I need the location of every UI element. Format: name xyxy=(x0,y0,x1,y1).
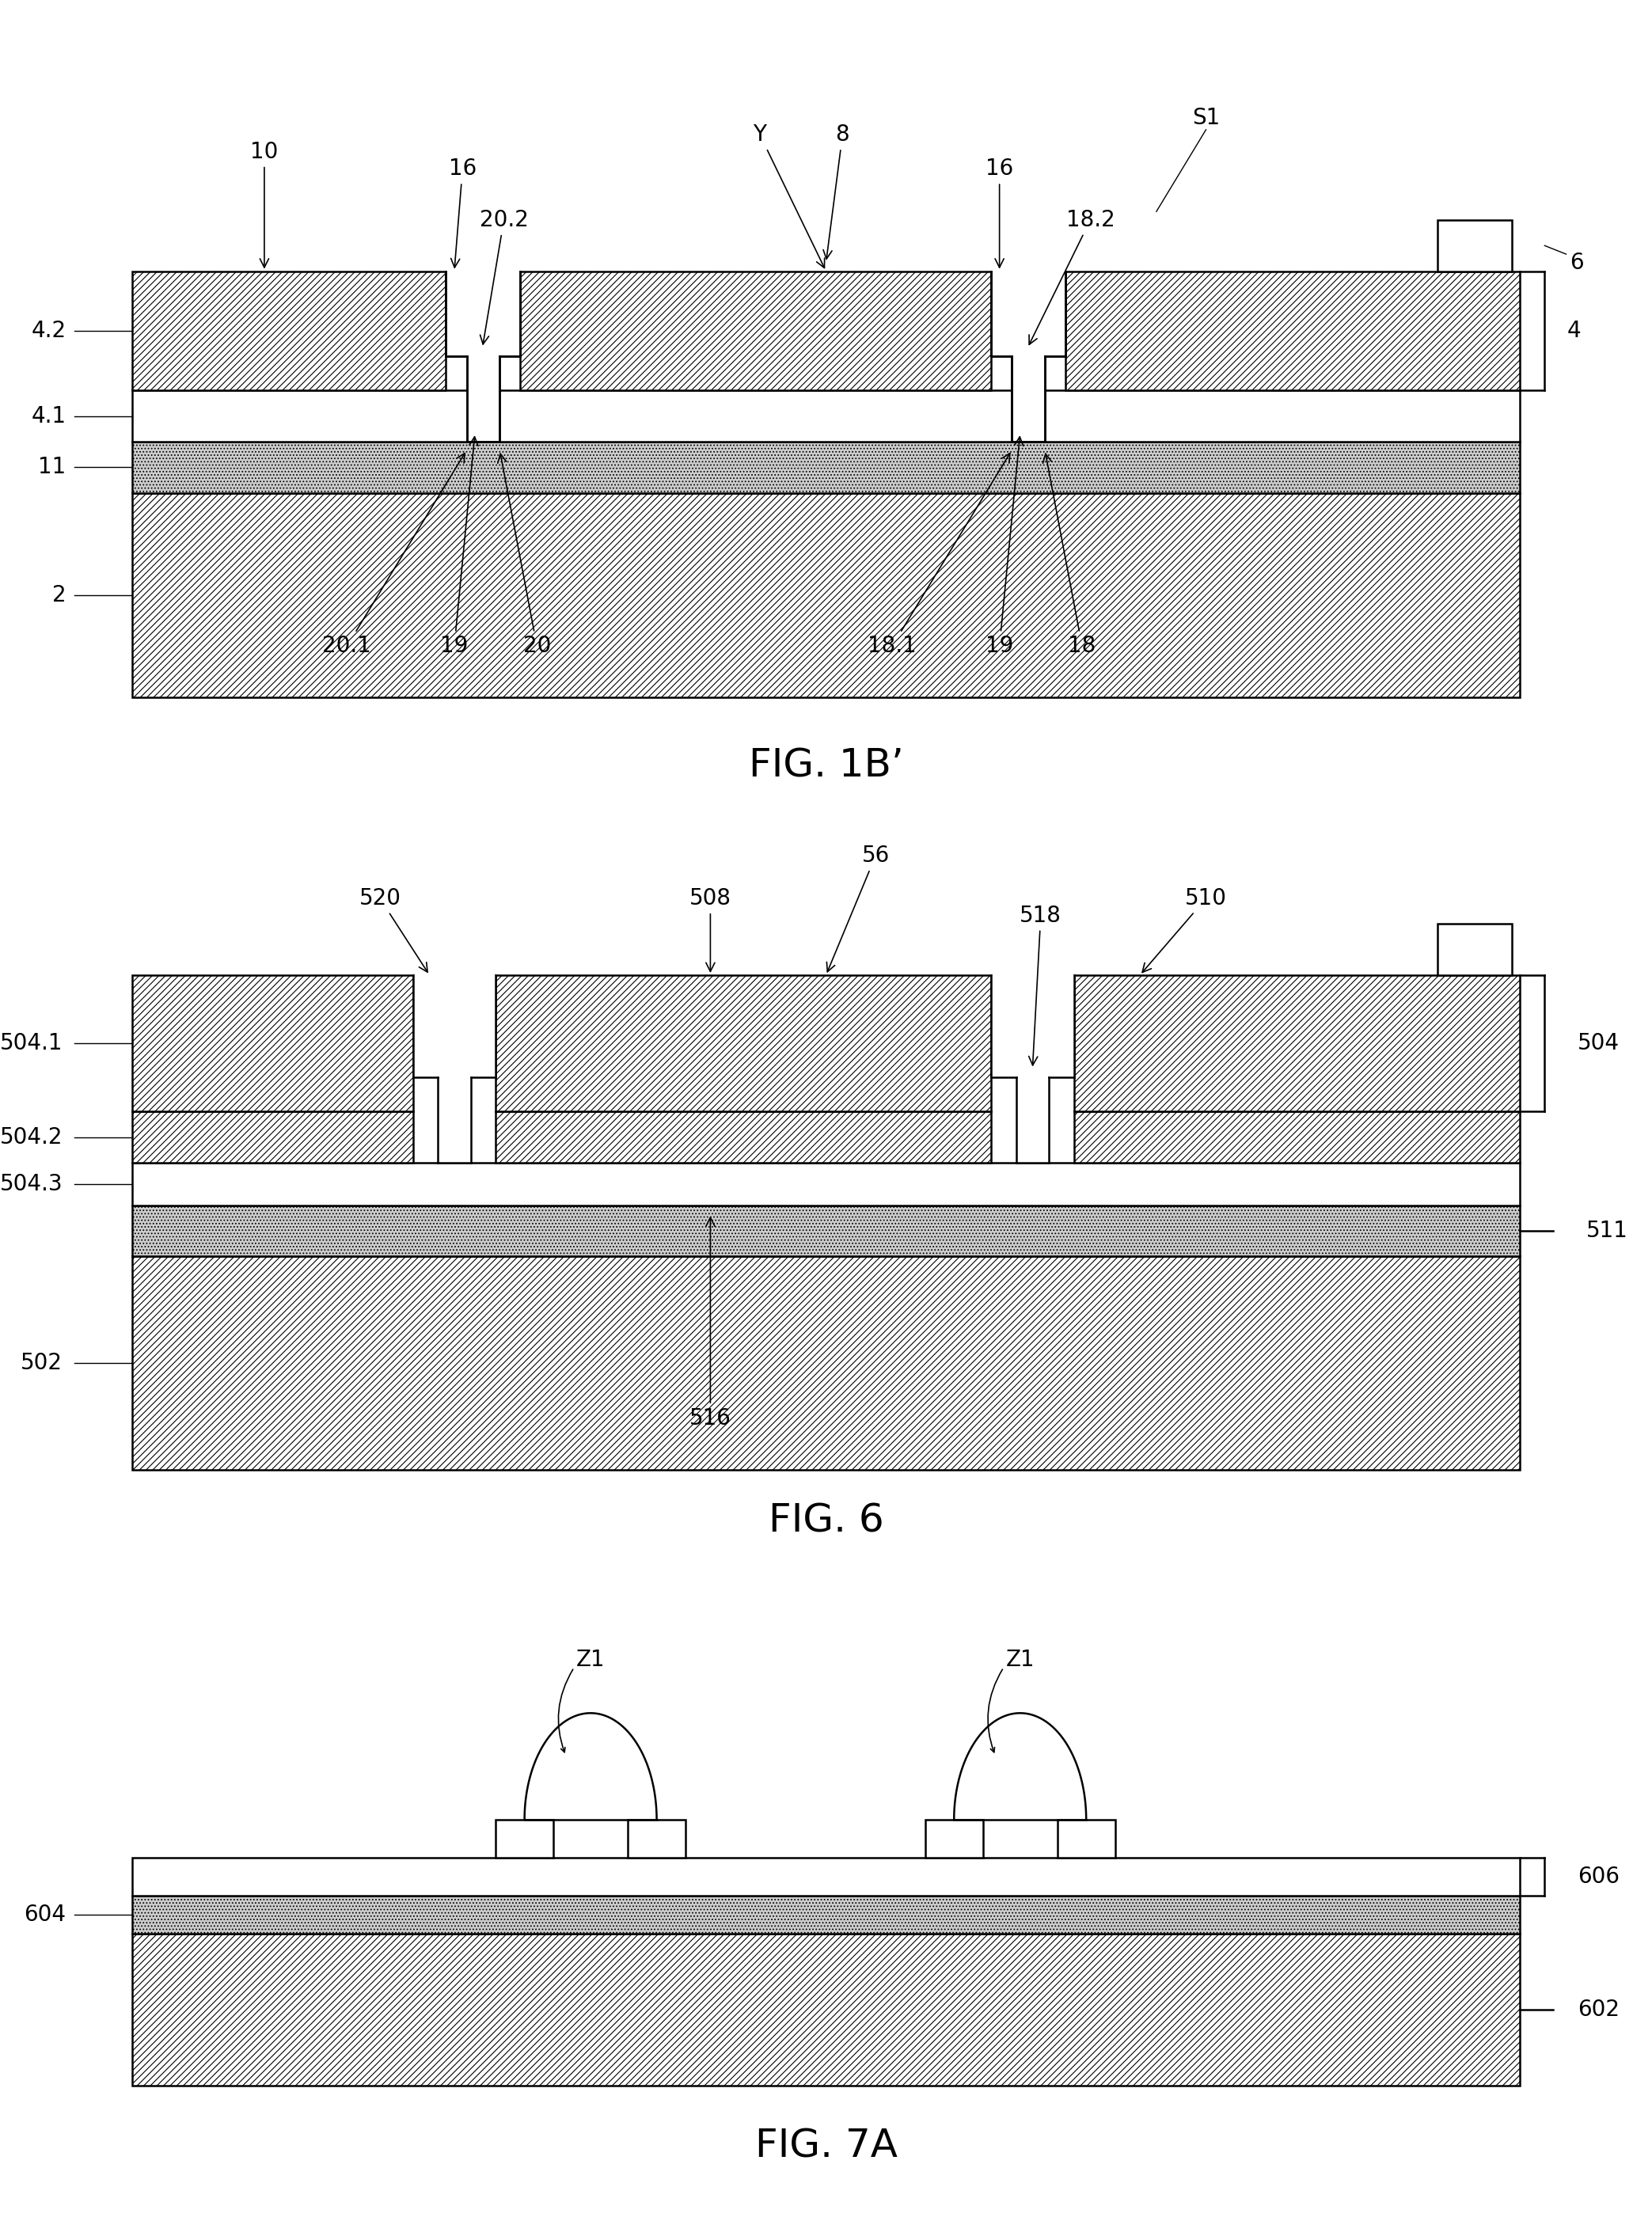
Text: 20.2: 20.2 xyxy=(479,209,529,344)
Text: 520: 520 xyxy=(358,888,428,973)
Bar xyxy=(1437,220,1512,271)
Text: 8: 8 xyxy=(823,124,849,260)
Bar xyxy=(132,271,446,391)
Bar xyxy=(496,1819,553,1857)
Text: 4.1: 4.1 xyxy=(31,404,66,426)
Bar xyxy=(1066,271,1520,391)
Text: S1: S1 xyxy=(1193,107,1219,129)
Bar xyxy=(628,1819,686,1857)
Bar xyxy=(132,1857,1520,1895)
Text: 602: 602 xyxy=(1578,1999,1619,2021)
Text: 504: 504 xyxy=(1578,1033,1619,1055)
Bar xyxy=(925,1819,983,1857)
Text: FIG. 1B’: FIG. 1B’ xyxy=(748,746,904,784)
Text: 4: 4 xyxy=(1568,320,1581,342)
Text: 19: 19 xyxy=(441,438,477,657)
Text: 504.2: 504.2 xyxy=(0,1126,63,1148)
Text: 16: 16 xyxy=(986,158,1013,267)
Bar xyxy=(132,1162,1520,1206)
Text: 504.1: 504.1 xyxy=(0,1033,63,1055)
Text: 18.1: 18.1 xyxy=(867,453,1009,657)
Text: 518: 518 xyxy=(1019,904,1062,1066)
Text: 604: 604 xyxy=(25,1903,66,1926)
Bar xyxy=(1437,924,1512,975)
Text: 516: 516 xyxy=(689,1217,732,1430)
Text: 606: 606 xyxy=(1578,1866,1619,1888)
Text: 10: 10 xyxy=(251,140,278,267)
Bar xyxy=(1074,1110,1520,1162)
Text: Z1: Z1 xyxy=(577,1648,605,1670)
Text: 19: 19 xyxy=(986,438,1023,657)
Text: 2: 2 xyxy=(53,584,66,606)
Bar xyxy=(132,442,1520,493)
Bar xyxy=(132,391,1520,442)
Bar xyxy=(496,975,991,1110)
Bar xyxy=(468,355,501,442)
Bar xyxy=(132,1110,413,1162)
Text: Z1: Z1 xyxy=(1006,1648,1034,1670)
Text: 18.2: 18.2 xyxy=(1029,209,1115,344)
Text: 6: 6 xyxy=(1569,251,1583,273)
Bar xyxy=(413,975,496,1077)
Text: 508: 508 xyxy=(689,888,732,971)
Text: 16: 16 xyxy=(449,158,476,267)
Text: 20: 20 xyxy=(497,453,550,657)
Bar xyxy=(991,271,1066,355)
Text: FIG. 6: FIG. 6 xyxy=(768,1501,884,1539)
Bar xyxy=(1011,355,1046,442)
Bar xyxy=(446,271,520,355)
Bar xyxy=(1016,1077,1049,1162)
Text: 510: 510 xyxy=(1142,888,1227,973)
Bar xyxy=(132,975,413,1110)
Bar xyxy=(1057,1819,1115,1857)
Bar xyxy=(520,271,991,391)
Text: 20.1: 20.1 xyxy=(322,453,464,657)
Bar xyxy=(132,1257,1520,1470)
Text: 4.2: 4.2 xyxy=(31,320,66,342)
Bar xyxy=(132,1206,1520,1257)
Text: 56: 56 xyxy=(826,844,889,973)
Text: FIG. 7A: FIG. 7A xyxy=(755,2128,897,2165)
Text: 18: 18 xyxy=(1042,453,1095,657)
Bar xyxy=(132,1895,1520,1934)
Text: 511: 511 xyxy=(1586,1219,1627,1242)
Bar xyxy=(438,1077,471,1162)
Bar xyxy=(1074,975,1520,1110)
Text: 502: 502 xyxy=(21,1353,63,1375)
Bar xyxy=(496,1110,991,1162)
Text: Y: Y xyxy=(753,124,824,269)
Bar xyxy=(991,975,1074,1077)
Text: 504.3: 504.3 xyxy=(0,1173,63,1195)
Bar xyxy=(132,1934,1520,2086)
Bar xyxy=(132,493,1520,697)
Text: 11: 11 xyxy=(38,455,66,478)
